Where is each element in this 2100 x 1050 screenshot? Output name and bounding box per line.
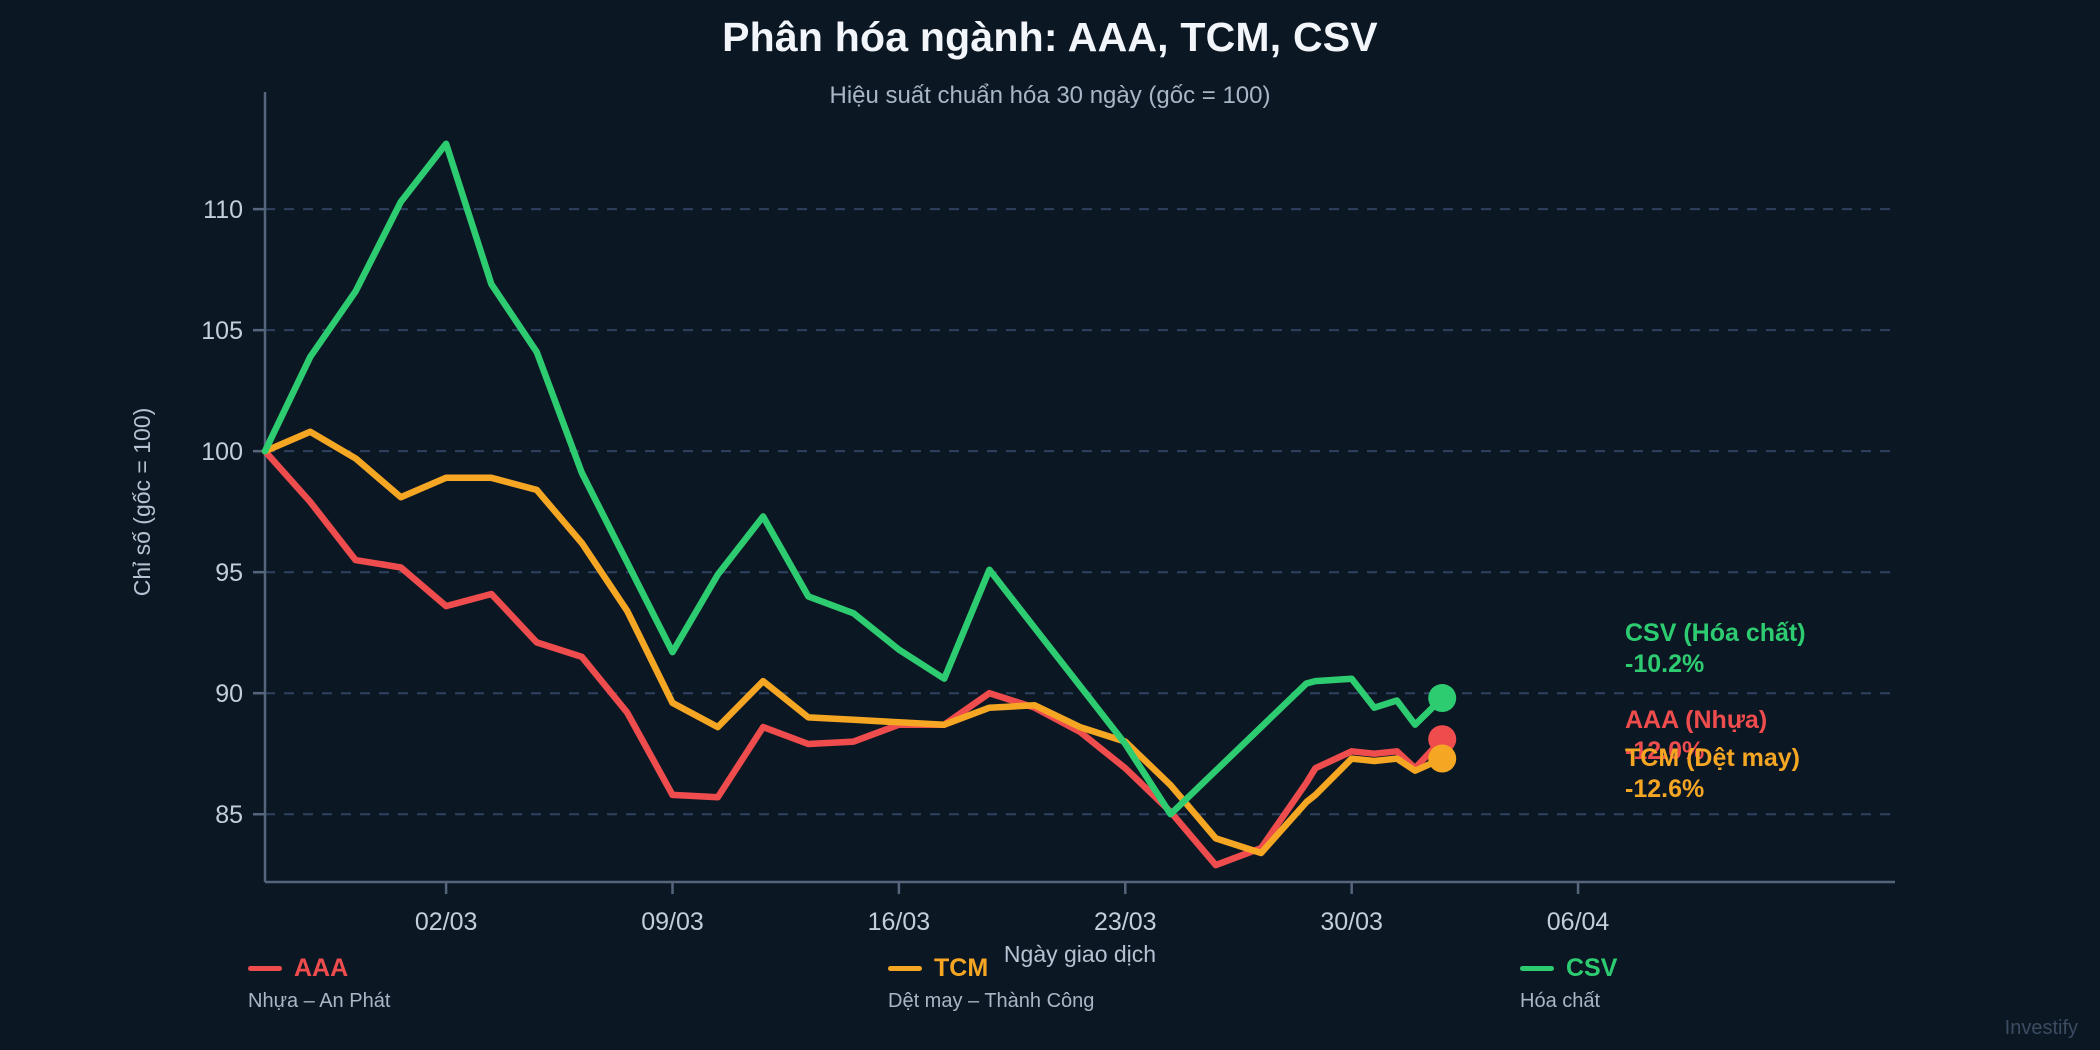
gridlines-group xyxy=(265,208,1895,816)
legend-item-aaa[interactable]: AAA Nhựa – An Phát xyxy=(248,954,390,1011)
watermark: Investify xyxy=(2004,1017,2078,1039)
legend-sub-csv: Hóa chất xyxy=(1520,990,1601,1012)
legend-code-csv: CSV xyxy=(1566,953,1618,982)
legend-code-aaa: AAA xyxy=(294,953,349,982)
series-lines-group xyxy=(261,140,1446,869)
y-tick-labels-group: 85 90 95 100 105 110 xyxy=(201,196,265,829)
chart-legend: AAA Nhựa – An Phát TCM Dệt may – Thành C… xyxy=(0,954,2100,1024)
legend-line-swatch-tcm xyxy=(888,965,922,971)
y-tick-label: 100 xyxy=(201,438,243,466)
x-tick-label: 30/03 xyxy=(1320,908,1383,936)
annotation-label: CSV (Hóa chất) xyxy=(1625,619,1806,647)
y-tick-label: 90 xyxy=(215,680,243,708)
axes-group xyxy=(263,92,1895,884)
series-end-marker-tcm xyxy=(1428,744,1457,773)
annotation-value: -12.6% xyxy=(1625,774,1705,803)
page-title: Phân hóa ngành: AAA, TCM, CSV xyxy=(722,14,1378,60)
series-end-markers-group xyxy=(1428,684,1457,773)
y-tick-label: 105 xyxy=(201,317,243,345)
legend-code-tcm: TCM xyxy=(934,953,989,982)
x-axis-title: Ngày giao dịch xyxy=(1004,941,1156,967)
annotation-value: -12.0% xyxy=(1625,736,1705,765)
x-tick-label: 06/04 xyxy=(1547,908,1610,936)
legend-line-swatch-aaa xyxy=(248,965,282,971)
y-tick-label: 85 xyxy=(215,801,243,829)
y-axis-title: Chỉ số (gốc = 100) xyxy=(129,408,155,597)
series-end-marker-csv xyxy=(1428,684,1457,713)
y-tick-label: 95 xyxy=(215,559,243,587)
x-tick-label: 16/03 xyxy=(868,908,931,936)
annotation-label: TCM (Dệt may) xyxy=(1625,744,1801,772)
legend-sub-tcm: Dệt may – Thành Công xyxy=(888,990,1095,1012)
series-line-csv xyxy=(261,140,1446,818)
series-line-tcm xyxy=(261,428,1446,857)
x-tick-labels-group: 02/03 09/03 16/03 23/03 30/03 06/04 xyxy=(415,882,1610,936)
annotation-aaa: AAA (Nhựa) -12.0% xyxy=(1625,705,1767,766)
x-tick-label: 09/03 xyxy=(641,908,704,936)
annotation-tcm: TCM (Dệt may) -12.6% xyxy=(1625,743,1800,804)
legend-line-swatch-csv xyxy=(1520,965,1554,971)
annotation-csv: CSV (Hóa chất) -10.2% xyxy=(1625,618,1806,679)
legend-item-csv[interactable]: CSV Hóa chất xyxy=(1520,954,1617,1011)
x-tick-label: 02/03 xyxy=(415,908,478,936)
legend-item-tcm[interactable]: TCM Dệt may – Thành Công xyxy=(888,954,1094,1011)
y-tick-label: 110 xyxy=(203,196,243,224)
x-tick-label: 23/03 xyxy=(1094,908,1157,936)
annotation-label: AAA (Nhựa) xyxy=(1625,706,1768,734)
series-end-marker-aaa xyxy=(1428,725,1457,754)
page-subtitle: Hiệu suất chuẩn hóa 30 ngày (gốc = 100) xyxy=(829,82,1271,109)
legend-sub-aaa: Nhựa – An Phát xyxy=(248,990,391,1012)
annotation-value: -10.2% xyxy=(1625,649,1705,678)
series-line-aaa xyxy=(261,447,1446,869)
